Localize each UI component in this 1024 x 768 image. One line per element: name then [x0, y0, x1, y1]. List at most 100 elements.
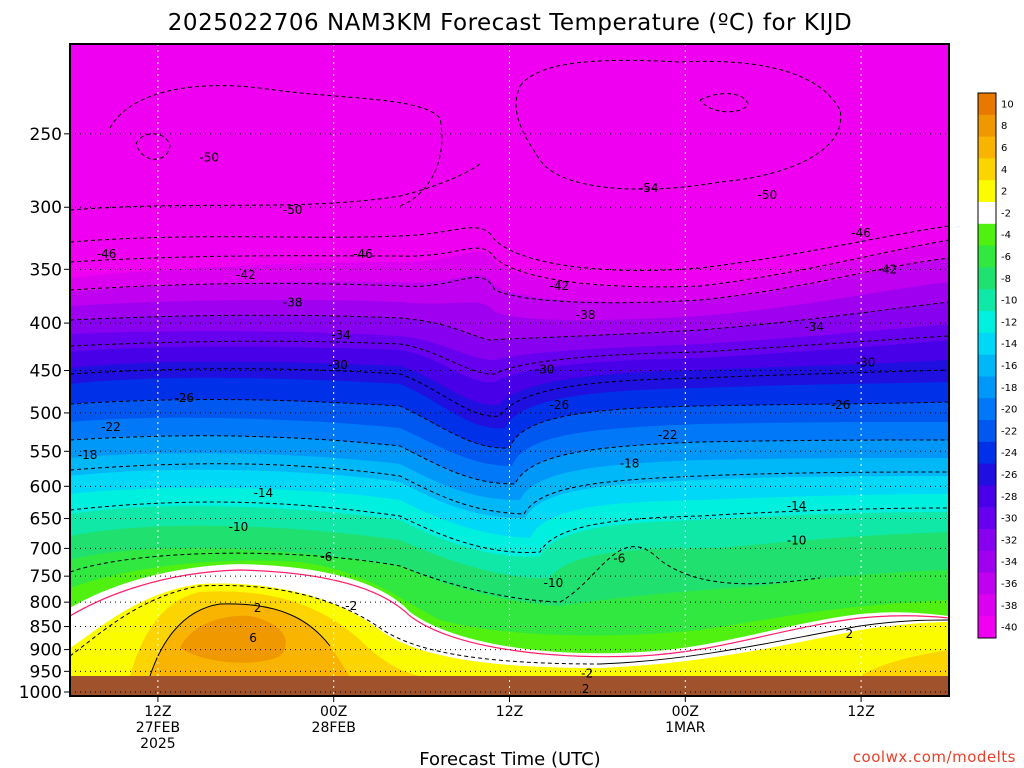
isotherm-label: -50 [199, 150, 219, 164]
isotherm-value: -26 [550, 398, 570, 412]
isotherm-label: -14 [787, 499, 807, 513]
y-axis: 250 300 350 400 450 500 550 600 650 700 750 800 850 9… [19, 125, 70, 703]
y-tick-label: 500 [30, 404, 62, 424]
y-tick-label: 1000 [19, 683, 62, 703]
isotherm-value: 2 [582, 682, 590, 696]
isotherm-value: -46 [97, 247, 117, 261]
colorbar-swatch [978, 420, 996, 443]
isotherm-value: -38 [576, 308, 596, 322]
isotherm-label: -30 [856, 355, 876, 369]
isotherm-value: -14 [254, 486, 274, 500]
isotherm-value: 2 [254, 601, 262, 615]
isotherm-value: -6 [613, 552, 625, 566]
x-tick-label: 2025 [140, 736, 176, 752]
colorbar-label: -10 [1001, 296, 1017, 307]
isotherm-value: -50 [283, 203, 303, 217]
colorbar-label: 8 [1001, 121, 1007, 132]
y-tick-label: 800 [30, 593, 62, 613]
isotherm-value: -2 [345, 599, 357, 613]
colorbar-label: -14 [1001, 339, 1017, 350]
isotherm-label: -30 [328, 358, 348, 372]
y-tick-label: 450 [30, 361, 62, 381]
isotherm-value: -26 [831, 398, 851, 412]
x-tick-label: 12Z [144, 704, 171, 720]
isotherm-label: -18 [620, 457, 640, 471]
colorbar-swatch [978, 93, 996, 116]
isotherm-label: -22 [101, 420, 121, 434]
colorbar-swatch [978, 550, 996, 574]
colorbar-swatch [978, 529, 996, 552]
isotherm-value: -18 [620, 457, 640, 471]
isotherm-label: -46 [353, 247, 373, 261]
y-tick-label: 950 [30, 662, 62, 682]
isotherm-value: -10 [229, 520, 249, 534]
colorbar-swatch [978, 158, 996, 181]
isotherm-label: -34 [331, 328, 351, 342]
colorbar-label: -36 [1001, 579, 1017, 590]
isotherm-labels: -50-50-46 -46-42-38-34-30-26-22-18-14-10-… [78, 150, 897, 696]
colorbar-label: -30 [1001, 514, 1017, 525]
colorbar-swatch [978, 245, 996, 268]
colorbar-swatch [978, 594, 996, 617]
isotherm-label: -46 [851, 226, 871, 240]
isotherm-label: -42 [878, 262, 898, 276]
isotherm-label: -6 [320, 550, 332, 564]
colorbar-swatch [978, 354, 996, 377]
isotherm-value: 6 [249, 631, 257, 645]
isotherm-label: 6 [249, 631, 257, 645]
y-tick-label: 650 [30, 510, 62, 530]
isotherm-value: -10 [544, 576, 564, 590]
isotherm-value: -30 [856, 355, 876, 369]
y-tick-label: 600 [30, 477, 62, 497]
isotherm-label: 2 [254, 601, 262, 615]
isotherm-label: -18 [78, 448, 98, 462]
grid [70, 44, 949, 696]
isotherm-value: -26 [174, 391, 194, 405]
isotherm-label: -10 [544, 576, 564, 590]
freezing-line [70, 569, 949, 658]
isotherm-lines [70, 59, 949, 677]
isotherm-value: -14 [787, 499, 807, 513]
isotherm-value: -46 [851, 226, 871, 240]
colorbar-swatch [978, 485, 996, 508]
colorbar: 10 8 6 4 2 -2 -4 -6 -8 -10 -12 -14 -16 -18 -20 -22 -24 -2… [977, 92, 1017, 639]
colorbar-label: -28 [1001, 492, 1017, 503]
colorbar-swatch [978, 311, 996, 334]
colorbar-label: -2 [1001, 208, 1011, 219]
isotherm-value: -2 [581, 666, 593, 680]
isotherm-label: 2 [582, 682, 590, 696]
isotherm-value: -30 [535, 363, 555, 377]
isotherm-value: -50 [758, 188, 778, 202]
colorbar-swatch [978, 223, 996, 247]
y-tick-label: 900 [30, 641, 62, 661]
x-tick-label: 12Z [847, 704, 874, 720]
isotherm-value: -6 [320, 550, 332, 564]
y-tick-label: 750 [30, 567, 62, 587]
x-tick-label: 1MAR [665, 720, 706, 736]
colorbar-swatch [978, 332, 996, 356]
isotherm-label: -10 [229, 520, 249, 534]
colorbar-label: -24 [1001, 448, 1017, 459]
isotherm-label: -14 [254, 486, 274, 500]
colorbar-label: -20 [1001, 405, 1017, 416]
colorbar-swatch [978, 441, 996, 465]
isotherm-label: -42 [550, 279, 570, 293]
colorbar-swatch [978, 398, 996, 421]
isotherm-label: -2 [581, 666, 593, 680]
x-tick-label: 28FEB [312, 720, 356, 736]
y-tick-label: 300 [30, 198, 62, 218]
isotherm-value: -54 [639, 181, 659, 195]
x-tick-label: 00Z [320, 704, 347, 720]
colorbar-label: -12 [1001, 317, 1017, 328]
colorbar-label: -4 [1001, 230, 1011, 241]
y-tick-label: 400 [30, 314, 62, 334]
isotherm-label: -42 [236, 268, 256, 282]
isotherm-value: 2 [846, 627, 854, 641]
colorbar-swatch [978, 136, 996, 159]
isotherm-label: 2 [846, 627, 854, 641]
isotherm-label: -30 [535, 363, 555, 377]
colorbar-label: -32 [1001, 535, 1017, 546]
y-tick-label: 350 [30, 260, 62, 280]
colorbar-frame [977, 92, 997, 639]
